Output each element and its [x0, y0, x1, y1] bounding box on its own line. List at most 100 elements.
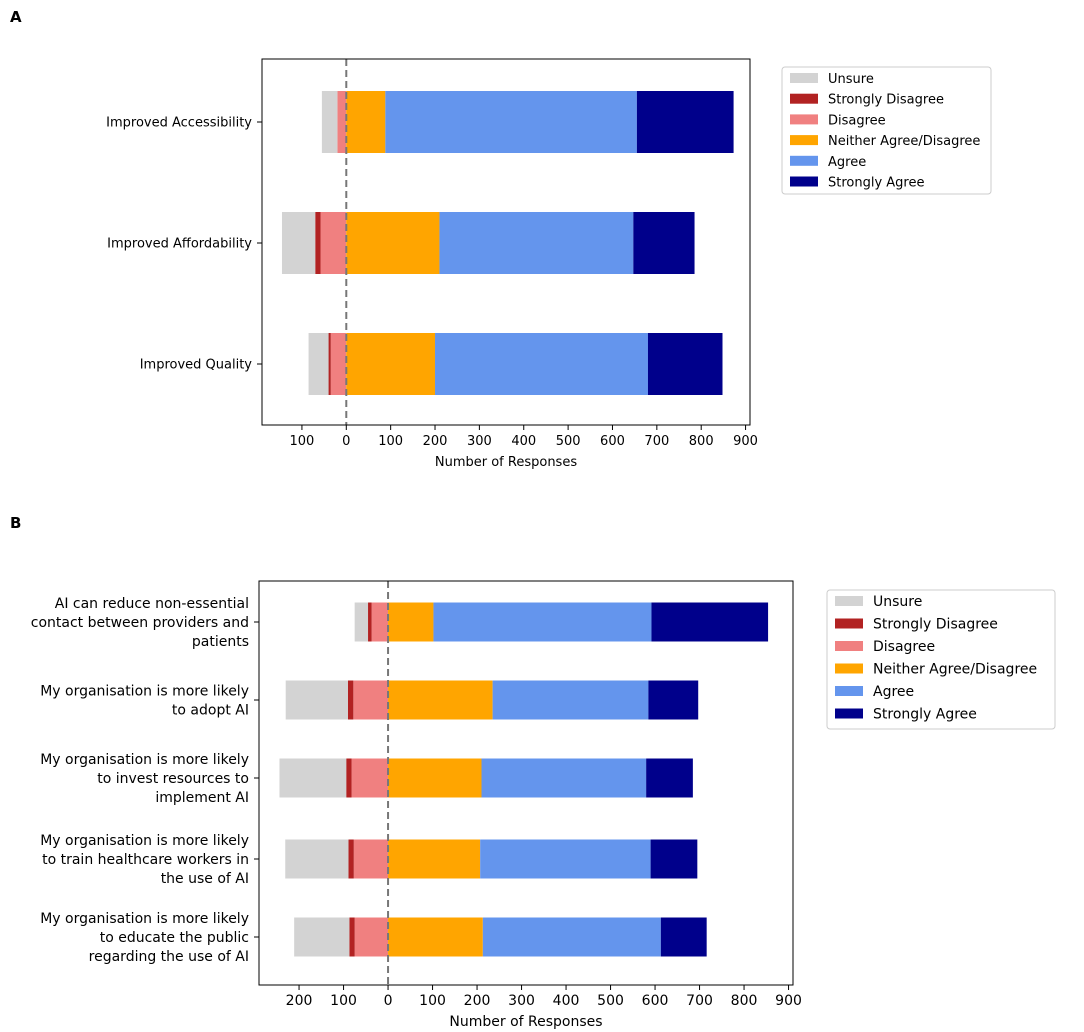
bar-agree-4	[482, 917, 661, 957]
bar-unsure-2	[279, 758, 347, 798]
category-label-line: the use of AI	[161, 871, 249, 887]
bar-strongly-disagree-0	[368, 602, 372, 642]
category-label-line: to train healthcare workers in	[42, 852, 249, 868]
category-label: My organisation is more likely to educate…	[40, 911, 249, 965]
x-tick-label: 700	[686, 993, 713, 1009]
bar-disagree-0	[371, 602, 389, 642]
legend: Unsure Strongly Disagree Disagree Neither A…	[826, 589, 1056, 730]
category-label-line: to invest resources to	[97, 771, 249, 787]
bar-unsure-3	[285, 839, 349, 879]
x-tick-label: 0	[342, 434, 350, 449]
x-tick-label: 500	[597, 993, 624, 1009]
bar-disagree-2	[351, 758, 389, 798]
legend-swatch	[790, 155, 818, 166]
category-label-line: My organisation is more likely	[40, 911, 249, 927]
category-label: My organisation is more likely to train h…	[40, 833, 249, 887]
x-tick-label: 200	[423, 434, 448, 449]
chart-panel-b: 200 100 0 100 200 300 400 500 600 700 800 900 Number…	[31, 580, 1056, 1030]
category-label-line: regarding the use of AI	[89, 949, 249, 965]
category-label-line: contact between providers and	[31, 615, 249, 631]
legend-entry: Strongly Agree	[873, 707, 977, 723]
legend-swatch	[790, 73, 818, 83]
legend-entry: Neither Agree/Disagree	[873, 662, 1037, 678]
legend-swatch	[835, 596, 863, 606]
x-tick-label: 800	[731, 993, 758, 1009]
x-tick-label: 800	[689, 434, 714, 449]
x-axis-label: Number of Responses	[435, 455, 577, 470]
category-label-line: patients	[192, 634, 249, 650]
bar-strongly-disagree-1	[348, 680, 354, 720]
category-label-line: to educate the public	[100, 930, 249, 946]
legend-swatch	[790, 93, 818, 104]
legend-entry: Unsure	[873, 594, 922, 610]
legend-swatch	[790, 176, 818, 187]
category-label-line: My organisation is more likely	[40, 833, 249, 849]
bar-disagree-3	[353, 839, 389, 879]
legend-entry: Agree	[873, 684, 914, 700]
bar-strongly-agree-0	[651, 602, 769, 642]
x-tick-label: 900	[775, 993, 802, 1009]
category-label: My organisation is more likely to adopt A…	[40, 684, 249, 719]
legend-entry: Unsure	[828, 72, 874, 87]
bar-agree-0	[433, 602, 652, 642]
legend-entry: Disagree	[828, 113, 886, 128]
panel-label-a: A	[10, 8, 22, 26]
x-tick-label: 600	[642, 993, 669, 1009]
x-tick-label: 700	[644, 434, 669, 449]
legend-entry: Disagree	[873, 639, 935, 655]
x-tick-label: 0	[384, 993, 393, 1009]
panel-label-b: B	[10, 514, 22, 532]
bar-strongly-disagree-2	[346, 758, 352, 798]
bar-agree-3	[480, 839, 651, 879]
bar-unsure-1	[281, 212, 316, 274]
bar-neither-agree-disagree-1	[346, 212, 440, 274]
x-tick-label: 100	[378, 434, 403, 449]
x-tick-label: 100	[330, 993, 357, 1009]
category-label-line: Improved Accessibility	[106, 116, 252, 131]
legend-entry: Strongly Disagree	[873, 617, 998, 633]
bar-strongly-agree-0	[636, 91, 734, 153]
x-tick-label: 200	[464, 993, 491, 1009]
bar-agree-0	[385, 91, 637, 153]
bar-neither-agree-disagree-0	[346, 91, 386, 153]
legend-swatch	[835, 686, 863, 696]
category-label-line: to adopt AI	[172, 703, 249, 719]
bar-neither-agree-disagree-1	[388, 680, 493, 720]
category-label-line: AI can reduce non-essential	[55, 596, 249, 612]
bar-strongly-disagree-1	[315, 212, 321, 274]
x-tick-label: 500	[556, 434, 581, 449]
category-label-line: Improved Quality	[140, 358, 253, 373]
bar-unsure-0	[354, 602, 369, 642]
legend-entry: Neither Agree/Disagree	[828, 134, 980, 149]
bar-strongly-agree-1	[633, 212, 695, 274]
bar-disagree-0	[337, 91, 347, 153]
bar-neither-agree-disagree-2	[346, 333, 436, 395]
bar-neither-agree-disagree-2	[388, 758, 482, 798]
bar-disagree-2	[330, 333, 347, 395]
bar-agree-1	[492, 680, 649, 720]
chart-panel-a: 100 0 100 200 300 400 500 600 700 800 900 Number of…	[106, 58, 992, 470]
x-tick-label: 100	[419, 993, 446, 1009]
category-label: Improved Affordability	[107, 237, 252, 252]
legend-entry: Agree	[828, 155, 866, 170]
legend-swatch	[790, 135, 818, 146]
bar-strongly-disagree-2	[328, 333, 331, 395]
bar-agree-2	[435, 333, 648, 395]
legend-swatch	[835, 708, 863, 719]
bar-strongly-agree-2	[647, 333, 723, 395]
x-tick-label: 100	[290, 434, 315, 449]
category-label-line: My organisation is more likely	[40, 752, 249, 768]
category-label-line: My organisation is more likely	[40, 684, 249, 700]
x-tick-label: 200	[286, 993, 313, 1009]
category-label: My organisation is more likely to invest …	[40, 752, 249, 806]
bar-unsure-4	[294, 917, 350, 957]
x-axis-label: Number of Responses	[449, 1014, 602, 1030]
bar-strongly-agree-3	[650, 839, 698, 879]
bar-unsure-2	[308, 333, 329, 395]
x-tick-label: 400	[511, 434, 536, 449]
bar-unsure-0	[321, 91, 338, 153]
bar-disagree-1	[353, 680, 389, 720]
x-tick-label: 400	[553, 993, 580, 1009]
bar-agree-2	[481, 758, 647, 798]
